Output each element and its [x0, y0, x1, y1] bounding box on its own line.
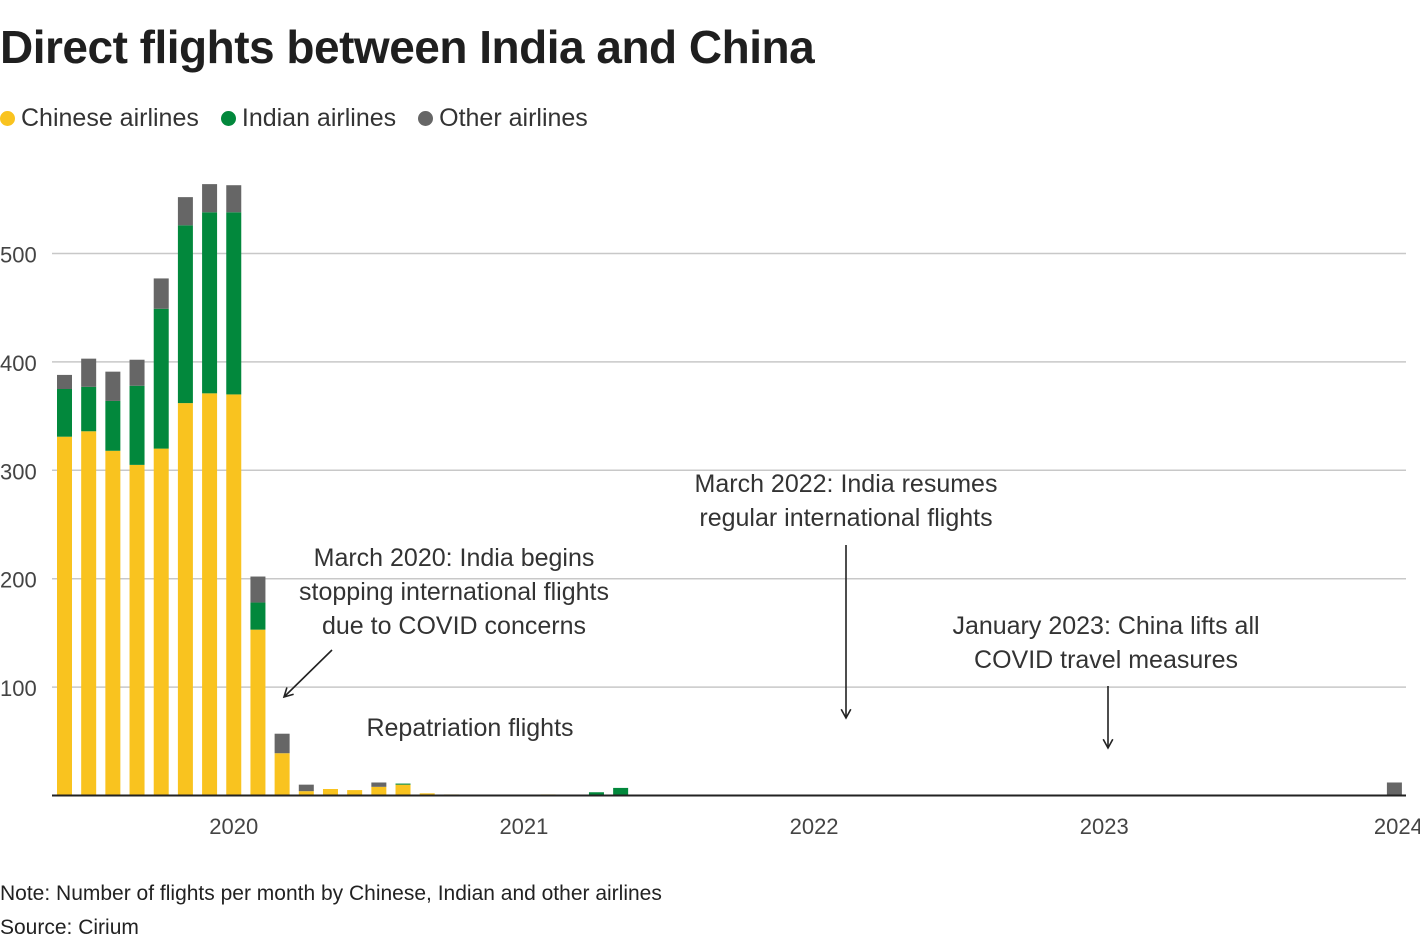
- chart-source: Source: Cirium: [0, 916, 139, 939]
- bar-other-airlines-2: [105, 371, 121, 401]
- bar-chinese-airlines-5: [177, 403, 193, 796]
- bar-chinese-airlines-3: [129, 464, 145, 796]
- bar-chinese-airlines-9: [274, 753, 290, 796]
- bar-other-airlines-55: [1386, 782, 1402, 796]
- arrow-march-2020-shaft: [283, 649, 333, 698]
- annotation-january-2023-line-1: January 2023: China lifts all: [952, 612, 1259, 640]
- bar-other-airlines-13: [371, 782, 387, 787]
- legend-item-indian: Indian airlines: [220, 104, 397, 133]
- bar-chinese-airlines-2: [105, 450, 121, 796]
- legend-label-chinese: Chinese airlines: [21, 104, 199, 132]
- bar-other-airlines-1: [81, 358, 97, 387]
- arrow-march-2020: [282, 649, 333, 699]
- bar-indian-airlines-1: [81, 386, 97, 432]
- arrow-march-2022-head: [840, 708, 852, 720]
- y-tick-label-400: 400: [0, 351, 37, 376]
- arrow-march-2022: [840, 545, 852, 720]
- arrow-january-2023: [1102, 686, 1114, 750]
- y-tick-label-300: 300: [0, 459, 37, 484]
- arrow-march-2020-head: [282, 687, 294, 699]
- bar-chinese-airlines-10: [298, 791, 314, 796]
- bar-chinese-airlines-1: [81, 431, 97, 796]
- legend-item-chinese: Chinese airlines: [0, 104, 199, 133]
- bar-indian-airlines-8: [250, 602, 266, 630]
- y-tick-label-500: 500: [0, 243, 37, 268]
- annotation-march-2020-line-1: March 2020: India begins: [314, 544, 595, 572]
- bar-other-airlines-6: [202, 184, 218, 213]
- bar-chinese-airlines-15: [419, 793, 435, 796]
- annotation-march-2020-line-2: stopping international flights: [299, 578, 609, 606]
- bar-indian-airlines-6: [202, 212, 218, 394]
- bar-chinese-airlines-11: [322, 788, 338, 796]
- bars-layer: [57, 184, 1402, 796]
- legend-label-other: Other airlines: [439, 104, 588, 132]
- arrow-january-2023-head: [1102, 738, 1114, 750]
- bar-chinese-airlines-0: [57, 436, 72, 796]
- bar-other-airlines-0: [57, 374, 72, 389]
- bar-chinese-airlines-12: [347, 790, 363, 796]
- bar-other-airlines-8: [250, 576, 266, 603]
- bar-other-airlines-7: [226, 185, 242, 213]
- bar-chinese-airlines-13: [371, 786, 387, 796]
- annotation-repatriation-line-1: Repatriation flights: [366, 714, 573, 742]
- chart-title: Direct flights between India and China: [0, 21, 815, 73]
- bar-other-airlines-10: [298, 784, 314, 792]
- bar-other-airlines-9: [274, 733, 290, 754]
- bar-chinese-airlines-4: [153, 448, 169, 796]
- x-tick-label-2020: 2020: [209, 814, 258, 839]
- annotation-march-2020-line-3: due to COVID concerns: [322, 612, 586, 640]
- annotation-march-2022-line-2: regular international flights: [699, 504, 992, 532]
- bar-indian-airlines-3: [129, 385, 145, 465]
- bar-indian-airlines-14: [395, 783, 411, 785]
- bar-indian-airlines-5: [177, 225, 193, 404]
- bar-chinese-airlines-8: [250, 629, 266, 796]
- x-tick-label-2023: 2023: [1080, 814, 1129, 839]
- bar-indian-airlines-7: [226, 212, 242, 395]
- legend-label-indian: Indian airlines: [241, 104, 397, 132]
- legend: Chinese airlines Indian airlines Other a…: [0, 104, 610, 133]
- bar-indian-airlines-23: [613, 787, 629, 796]
- annotation-january-2023-line-2: COVID travel measures: [974, 646, 1238, 674]
- chart-note: Note: Number of flights per month by Chi…: [0, 882, 662, 905]
- axis-layer: 100 200 300 400 500 2020 2021 2022 2023 2024: [0, 243, 1420, 840]
- bar-chinese-airlines-7: [226, 394, 242, 796]
- bar-indian-airlines-4: [153, 308, 169, 449]
- annotation-layer: March 2020: India begins stopping interna…: [282, 470, 1260, 750]
- bar-indian-airlines-2: [105, 400, 121, 451]
- legend-item-other: Other airlines: [418, 104, 588, 133]
- x-tick-label-2022: 2022: [790, 814, 839, 839]
- bar-other-airlines-4: [153, 278, 169, 309]
- bar-other-airlines-3: [129, 359, 145, 386]
- grid-layer: [52, 252, 1406, 688]
- stacked-bar-chart: 100 200 300 400 500 2020 2021 2022 2023 2024 Marc…: [0, 184, 1420, 840]
- bar-chinese-airlines-6: [202, 393, 218, 796]
- y-tick-label-200: 200: [0, 568, 37, 593]
- legend-dot-indian: [220, 111, 236, 126]
- bar-indian-airlines-22: [588, 792, 604, 796]
- legend-dot-other: [418, 111, 434, 126]
- legend-dot-chinese: [0, 111, 15, 126]
- bar-indian-airlines-0: [57, 389, 72, 437]
- x-tick-label-2021: 2021: [499, 814, 548, 839]
- annotation-march-2022-line-1: March 2022: India resumes: [695, 470, 998, 498]
- bar-other-airlines-5: [177, 197, 193, 226]
- x-tick-label-2024: 2024: [1374, 814, 1420, 839]
- y-tick-label-100: 100: [0, 676, 37, 701]
- bar-chinese-airlines-14: [395, 784, 411, 796]
